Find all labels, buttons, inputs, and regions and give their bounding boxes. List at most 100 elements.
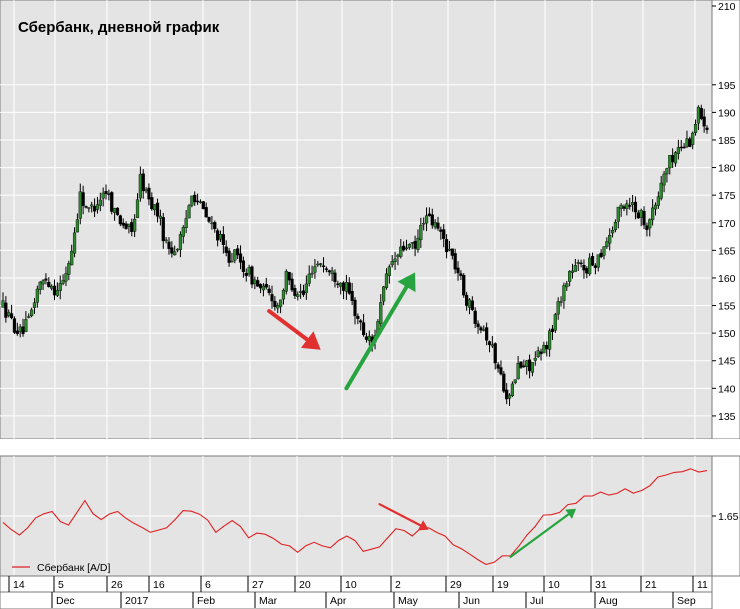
candle-down [582,264,586,271]
candle-down [270,294,274,302]
candle-down [628,205,632,207]
price-down-arrow-shaft [267,309,310,342]
price-axis-strip [711,0,740,440]
candle-down [241,260,245,273]
price-up-arrow [344,272,416,391]
candle-down [496,364,500,369]
candle-up [662,173,666,186]
candle-up [602,246,606,256]
candle-up [625,203,629,209]
price-tick-label: 150 [718,328,736,340]
candle-down [213,222,217,230]
candle-down [201,201,205,210]
candle-down [688,138,692,147]
price-tick-label: 180 [718,163,736,175]
candle-up [72,232,77,254]
candle-up [416,237,420,250]
ad-grid [0,456,712,576]
price-tick-label: 135 [718,411,736,423]
ad-down-arrow-shaft [378,503,422,527]
month-label: Mar [259,595,278,607]
candle-up [178,234,183,250]
candle-up [393,258,397,263]
date-tick-label: 5 [58,579,64,591]
candle-up [27,316,31,318]
candle-down [450,248,454,256]
candle-down [699,107,703,119]
price-tick-label: 175 [718,190,736,202]
date-tick-label: 27 [252,579,264,591]
date-tick-label: 14 [13,579,25,591]
candle-up [510,383,514,397]
candle-up [419,225,423,241]
candle-down [487,341,492,345]
ad-series-line [2,468,708,565]
candle-down [150,197,154,210]
candle-down [453,253,457,270]
candle-up [41,280,45,285]
candle-down [273,300,277,307]
candle-down [47,281,51,287]
date-tick-label: 2 [395,579,401,591]
candle-up [310,272,314,275]
candle-down [227,250,231,263]
price-tick-label: 190 [718,107,736,119]
candle-up [516,362,520,380]
candle-down [705,127,709,130]
candle-up [399,246,403,257]
candle-up [173,251,177,256]
month-label: Feb [197,595,215,607]
candle-down [121,222,125,226]
candle-up [198,201,203,203]
candle-down [479,327,483,331]
candle-up [639,209,643,218]
price-tick-label: 185 [718,135,736,147]
ad-down-arrow [378,503,429,531]
candle-up [307,273,311,284]
candle-down [250,266,254,285]
candle-up [67,263,71,275]
date-tick-label: 6 [205,579,211,591]
ad-down-arrow-head [417,520,429,531]
ad-up-arrow-head [565,508,577,519]
candle-down [324,268,328,270]
candle-down [333,272,337,283]
candle-up [659,182,663,199]
candle-up [144,189,148,192]
month-label: 2017 [125,595,149,607]
candle-down [216,230,220,241]
candle-down [224,246,228,253]
date-tick-label: 11 [697,579,708,591]
candle-up [410,242,414,244]
candle-up [64,273,68,282]
candle-down [402,245,406,251]
candle-up [668,155,672,169]
candle-up [299,291,303,293]
candle-down [155,202,160,217]
candle-up [319,263,323,265]
candle-down [493,343,497,364]
candle-up [665,168,669,175]
candle-up [247,267,251,275]
candle-down [636,212,640,219]
candle-down [359,320,363,323]
candle-down [287,271,291,281]
candle-down [473,310,477,324]
candle-down [430,214,434,226]
candle-up [75,219,80,233]
candle-up [218,234,223,240]
candle-up [553,314,557,331]
date-tick-label: 26 [111,579,123,591]
ad-line [2,468,708,565]
candle-down [427,213,432,216]
candle-up [233,249,237,261]
candle-down [4,302,8,318]
candle-up [542,344,546,354]
price-tick-label: 160 [718,273,736,285]
candle-up [610,230,615,234]
candle-up [605,241,609,247]
month-label: Jul [530,595,543,607]
price-grid [0,0,712,439]
candle-down [238,253,243,263]
candle-up [164,239,168,242]
